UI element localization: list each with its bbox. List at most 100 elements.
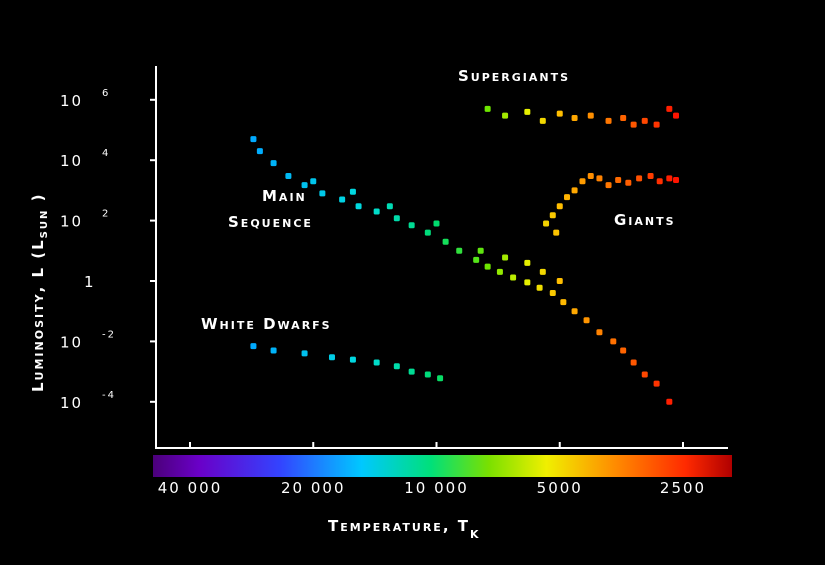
y-axis-title-subscript: SUN bbox=[39, 209, 50, 239]
giants-point bbox=[543, 220, 550, 227]
main-sequence-point bbox=[653, 380, 660, 387]
supergiants-point bbox=[484, 105, 491, 112]
main-sequence-point bbox=[496, 268, 503, 275]
main-sequence-point bbox=[393, 215, 400, 222]
y-tick-label: 10 bbox=[60, 333, 83, 351]
giants-point bbox=[636, 175, 643, 182]
giants-point bbox=[656, 178, 663, 185]
main-sequence-point bbox=[270, 160, 277, 167]
white-dwarfs-point bbox=[301, 350, 308, 357]
x-axis-title: Temperature, TK bbox=[328, 517, 481, 541]
main-sequence-label-line2: Sequence bbox=[228, 213, 313, 231]
main-sequence-point bbox=[355, 203, 362, 210]
x-tick-label: 2500 bbox=[660, 479, 706, 497]
main-sequence-point bbox=[473, 256, 480, 263]
supergiants-point bbox=[630, 121, 637, 128]
giants-point bbox=[596, 175, 603, 182]
giants-point bbox=[605, 182, 612, 189]
main-sequence-point bbox=[536, 284, 543, 291]
y-tick-exponent: -4 bbox=[102, 390, 116, 401]
main-sequence-point bbox=[442, 238, 449, 245]
giants-point bbox=[625, 179, 632, 186]
main-sequence-point bbox=[349, 188, 356, 195]
giants-point bbox=[549, 212, 556, 219]
supergiants-point bbox=[653, 121, 660, 128]
x-tick-label: 20 000 bbox=[281, 479, 346, 497]
main-sequence-point bbox=[510, 274, 517, 281]
giants-point bbox=[564, 194, 571, 201]
y-tick-exponent: 4 bbox=[102, 148, 110, 159]
white-dwarfs-point bbox=[328, 354, 335, 361]
giants-label: Giants bbox=[614, 211, 676, 229]
main-sequence-point bbox=[524, 259, 531, 266]
main-sequence-point bbox=[250, 136, 257, 143]
main-sequence-point bbox=[373, 208, 380, 215]
giants-point bbox=[571, 187, 578, 194]
supergiants-point bbox=[587, 112, 594, 119]
x-tick-label: 10 000 bbox=[404, 479, 469, 497]
y-tick-label: 10 bbox=[60, 394, 83, 412]
supergiants-point bbox=[524, 108, 531, 115]
main-sequence-point bbox=[319, 190, 326, 197]
data-points bbox=[250, 105, 680, 405]
x-tick-label: 5000 bbox=[537, 479, 583, 497]
white-dwarfs-point bbox=[424, 371, 431, 378]
main-sequence-label-line1: Main bbox=[262, 187, 307, 205]
supergiants-point bbox=[605, 117, 612, 124]
main-sequence-point bbox=[424, 229, 431, 236]
x-ticks: 40 000 20 000 10 000 5000 2500 bbox=[158, 442, 706, 497]
supergiants-point bbox=[673, 112, 680, 119]
y-tick-exponent: 6 bbox=[102, 88, 110, 99]
giants-point bbox=[666, 175, 673, 182]
y-tick-label: 10 bbox=[60, 213, 83, 231]
x-axis-title-subscript: K bbox=[470, 528, 481, 541]
x-axis-title-text: Temperature, T bbox=[328, 517, 470, 535]
main-sequence-point bbox=[610, 338, 617, 345]
supergiants-point bbox=[556, 110, 563, 117]
giants-point bbox=[579, 178, 586, 185]
y-axis-title: Luminosity, L (LSUN ) bbox=[29, 193, 50, 392]
main-sequence-point bbox=[339, 196, 346, 203]
main-sequence-point bbox=[484, 263, 491, 270]
giants-point bbox=[556, 203, 563, 210]
main-sequence-point bbox=[560, 299, 567, 306]
supergiants-label: Supergiants bbox=[458, 67, 570, 85]
giants-point bbox=[673, 177, 680, 184]
main-sequence-point bbox=[549, 290, 556, 297]
main-sequence-point bbox=[571, 308, 578, 315]
y-axis-title-text: Luminosity, L (L bbox=[29, 238, 47, 392]
main-sequence-point bbox=[477, 247, 484, 254]
y-tick-exponent: -2 bbox=[102, 329, 116, 340]
main-sequence-point bbox=[596, 329, 603, 336]
white-dwarfs-point bbox=[373, 359, 380, 366]
y-axis-title-close: ) bbox=[29, 193, 47, 209]
main-sequence-point bbox=[285, 172, 292, 179]
main-sequence-point bbox=[666, 398, 673, 405]
main-sequence-point bbox=[433, 220, 440, 227]
y-ticks: 10 6 10 4 10 2 1 10 -2 10 -4 bbox=[60, 88, 156, 412]
main-sequence-point bbox=[630, 359, 637, 366]
supergiants-point bbox=[620, 114, 627, 121]
giants-point bbox=[615, 177, 622, 184]
temperature-colorbar bbox=[153, 455, 732, 477]
main-sequence-point bbox=[408, 222, 415, 229]
y-tick-label: 10 bbox=[60, 92, 83, 110]
white-dwarfs-point bbox=[250, 343, 257, 350]
y-tick-label: 10 bbox=[60, 152, 83, 170]
white-dwarfs-point bbox=[270, 347, 277, 354]
main-sequence-point bbox=[524, 279, 531, 286]
main-sequence-point bbox=[456, 247, 463, 254]
main-sequence-point bbox=[310, 178, 317, 185]
white-dwarfs-point bbox=[408, 368, 415, 375]
white-dwarfs-label: White Dwarfs bbox=[201, 315, 332, 333]
main-sequence-point bbox=[539, 268, 546, 275]
main-sequence-point bbox=[620, 347, 627, 354]
main-sequence-point bbox=[556, 278, 563, 284]
y-tick-label: 1 bbox=[84, 273, 96, 291]
supergiants-point bbox=[571, 114, 578, 121]
white-dwarfs-point bbox=[437, 375, 444, 382]
main-sequence-point bbox=[256, 148, 263, 155]
white-dwarfs-point bbox=[349, 356, 356, 363]
main-sequence-point bbox=[502, 254, 509, 261]
